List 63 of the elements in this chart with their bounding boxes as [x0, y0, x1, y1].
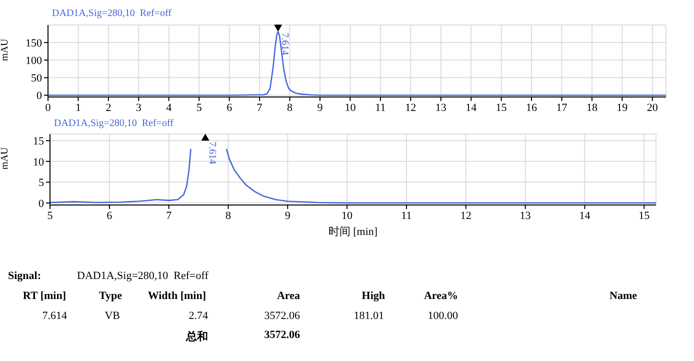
text: Area% — [424, 290, 458, 302]
x-tick-label: 2 — [106, 102, 112, 114]
text: Width [min] — [148, 290, 206, 302]
x-tick-label: 19 — [616, 102, 628, 114]
x-tick-label: 16 — [526, 102, 538, 114]
x-tick-label: 8 — [225, 210, 232, 222]
text: 3572.06 — [264, 329, 300, 341]
y-tick-label: 5 — [38, 177, 44, 190]
text: 总和 — [186, 330, 208, 344]
x-tick-label: 9 — [284, 210, 291, 222]
text: Area — [276, 290, 300, 302]
x-tick-label: 5 — [47, 210, 54, 222]
x-tick-label: 7 — [256, 102, 263, 114]
x-tick-label: 17 — [556, 102, 568, 114]
x-tick-label: 18 — [586, 102, 598, 114]
x-tick-label: 11 — [375, 102, 386, 114]
x-tick-label: 12 — [460, 210, 472, 222]
y-tick-label: 10 — [33, 156, 44, 168]
y-tick-label: 0 — [38, 198, 44, 210]
x-tick-label: 8 — [287, 102, 294, 114]
y-tick-label: 15 — [33, 136, 44, 148]
text: 2.74 — [188, 310, 208, 322]
text: High — [362, 290, 385, 302]
x-tick-label: 6 — [106, 210, 113, 222]
text: 3572.06 — [264, 310, 300, 322]
x-tick-label: 5 — [196, 102, 202, 114]
x-tick-label: 7 — [166, 210, 172, 222]
text: RT [min] — [22, 290, 66, 302]
y-axis-title: mAU — [0, 38, 11, 61]
x-tick-label: 13 — [520, 210, 532, 222]
x-tick-label: 20 — [646, 102, 658, 114]
annotation: 7.614 — [279, 32, 290, 56]
x-tick-label: 4 — [166, 102, 172, 114]
text: Type — [98, 290, 122, 302]
y-tick-label: 0 — [36, 90, 42, 102]
x-tick-label: 1 — [75, 102, 81, 114]
chart-title: DAD1A,Sig=280,10 Ref=off — [54, 118, 174, 129]
x-tick-label: 9 — [317, 102, 324, 114]
y-tick-label: 50 — [31, 72, 42, 85]
text: 100.00 — [428, 310, 458, 322]
text: VB — [104, 310, 120, 322]
x-tick-label: 10 — [344, 102, 356, 114]
x-tick-label: 3 — [136, 102, 142, 114]
x-tick-label: 15 — [496, 102, 508, 114]
text: Name — [610, 290, 637, 302]
x-tick-label: 14 — [579, 210, 591, 222]
x-tick-label: 11 — [401, 210, 412, 222]
y-tick-label: 100 — [26, 55, 42, 68]
text: 181.01 — [354, 310, 384, 322]
chart-title: DAD1A,Sig=280,10 Ref=off — [52, 8, 172, 19]
annotation: 7.614 — [206, 142, 218, 164]
x-tick-label: 6 — [226, 102, 233, 114]
x-axis-title: 时间 [min] — [328, 225, 378, 238]
x-tick-label: 14 — [466, 102, 478, 114]
x-tick-label: 15 — [638, 210, 650, 222]
x-tick-label: 13 — [435, 102, 447, 114]
x-tick-label: 12 — [405, 102, 416, 114]
x-tick-label: 10 — [342, 210, 354, 222]
text: Signal: — [8, 270, 42, 282]
text: DAD1A,Sig=280,10 Ref=off — [77, 270, 208, 282]
y-tick-label: 150 — [26, 37, 42, 50]
text: 7.614 — [42, 310, 67, 322]
y-axis-title: mAU — [0, 146, 11, 170]
